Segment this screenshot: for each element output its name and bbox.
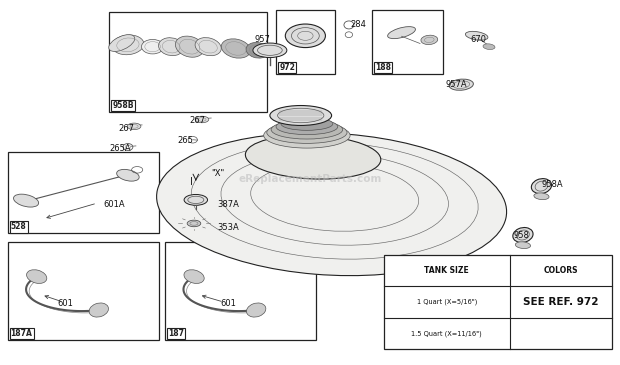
Bar bbox=[276, 11, 335, 74]
Ellipse shape bbox=[466, 31, 488, 40]
Ellipse shape bbox=[14, 194, 38, 207]
Ellipse shape bbox=[157, 133, 507, 276]
Text: 265A: 265A bbox=[109, 143, 131, 153]
Ellipse shape bbox=[246, 135, 381, 179]
Text: 601: 601 bbox=[221, 299, 236, 308]
Ellipse shape bbox=[159, 38, 184, 55]
Ellipse shape bbox=[271, 120, 343, 139]
Ellipse shape bbox=[187, 220, 201, 227]
Ellipse shape bbox=[184, 195, 208, 205]
Ellipse shape bbox=[267, 122, 347, 143]
Text: eReplacementParts.com: eReplacementParts.com bbox=[238, 174, 382, 184]
Text: 958A: 958A bbox=[541, 180, 563, 189]
Ellipse shape bbox=[195, 38, 221, 56]
Ellipse shape bbox=[108, 35, 135, 51]
Ellipse shape bbox=[270, 105, 332, 126]
Ellipse shape bbox=[264, 123, 350, 148]
Bar bbox=[7, 242, 159, 340]
Text: 957: 957 bbox=[254, 35, 270, 44]
Ellipse shape bbox=[195, 116, 209, 123]
Text: 265: 265 bbox=[177, 137, 193, 145]
Ellipse shape bbox=[112, 35, 144, 55]
Bar bbox=[7, 152, 159, 233]
Ellipse shape bbox=[534, 193, 549, 200]
Text: TANK SIZE: TANK SIZE bbox=[425, 266, 469, 275]
Ellipse shape bbox=[513, 227, 533, 242]
Text: SEE REF. 972: SEE REF. 972 bbox=[523, 297, 599, 307]
Ellipse shape bbox=[127, 123, 141, 130]
Ellipse shape bbox=[247, 303, 266, 317]
Text: 387A: 387A bbox=[218, 200, 239, 209]
Ellipse shape bbox=[285, 24, 326, 47]
Text: 353A: 353A bbox=[218, 223, 239, 232]
Text: 601A: 601A bbox=[104, 200, 125, 209]
Ellipse shape bbox=[141, 39, 164, 54]
Text: "X": "X" bbox=[211, 169, 224, 178]
Text: 267: 267 bbox=[118, 124, 135, 132]
Ellipse shape bbox=[184, 270, 204, 283]
Bar bbox=[384, 255, 613, 349]
Text: 188: 188 bbox=[375, 63, 391, 72]
Text: 957A: 957A bbox=[446, 80, 467, 89]
Text: 187A: 187A bbox=[11, 329, 32, 338]
Text: 528: 528 bbox=[11, 222, 27, 231]
Ellipse shape bbox=[483, 44, 495, 50]
Text: 972: 972 bbox=[279, 63, 295, 72]
Ellipse shape bbox=[531, 178, 552, 193]
Ellipse shape bbox=[281, 117, 333, 130]
Ellipse shape bbox=[388, 27, 415, 39]
Text: 1.5 Quart (X=11/16"): 1.5 Quart (X=11/16") bbox=[412, 330, 482, 337]
Text: 958B: 958B bbox=[112, 101, 134, 110]
Ellipse shape bbox=[253, 43, 287, 58]
Text: 284: 284 bbox=[350, 20, 366, 30]
Text: 958: 958 bbox=[514, 231, 529, 239]
Text: COLORS: COLORS bbox=[544, 266, 578, 275]
Text: 187: 187 bbox=[168, 329, 184, 338]
Ellipse shape bbox=[27, 270, 46, 283]
Ellipse shape bbox=[421, 35, 438, 45]
Ellipse shape bbox=[246, 42, 269, 58]
Ellipse shape bbox=[221, 39, 250, 58]
Text: 1 Quart (X=5/16"): 1 Quart (X=5/16") bbox=[417, 299, 477, 305]
Ellipse shape bbox=[117, 169, 139, 181]
Text: 670: 670 bbox=[471, 35, 487, 44]
Text: 601: 601 bbox=[57, 299, 73, 308]
Ellipse shape bbox=[175, 36, 204, 57]
Bar bbox=[372, 11, 443, 74]
Text: 267: 267 bbox=[190, 116, 206, 126]
Ellipse shape bbox=[515, 242, 531, 249]
Ellipse shape bbox=[89, 303, 108, 317]
Ellipse shape bbox=[449, 79, 474, 90]
Bar bbox=[109, 12, 267, 112]
Bar bbox=[165, 242, 316, 340]
Ellipse shape bbox=[276, 119, 338, 135]
